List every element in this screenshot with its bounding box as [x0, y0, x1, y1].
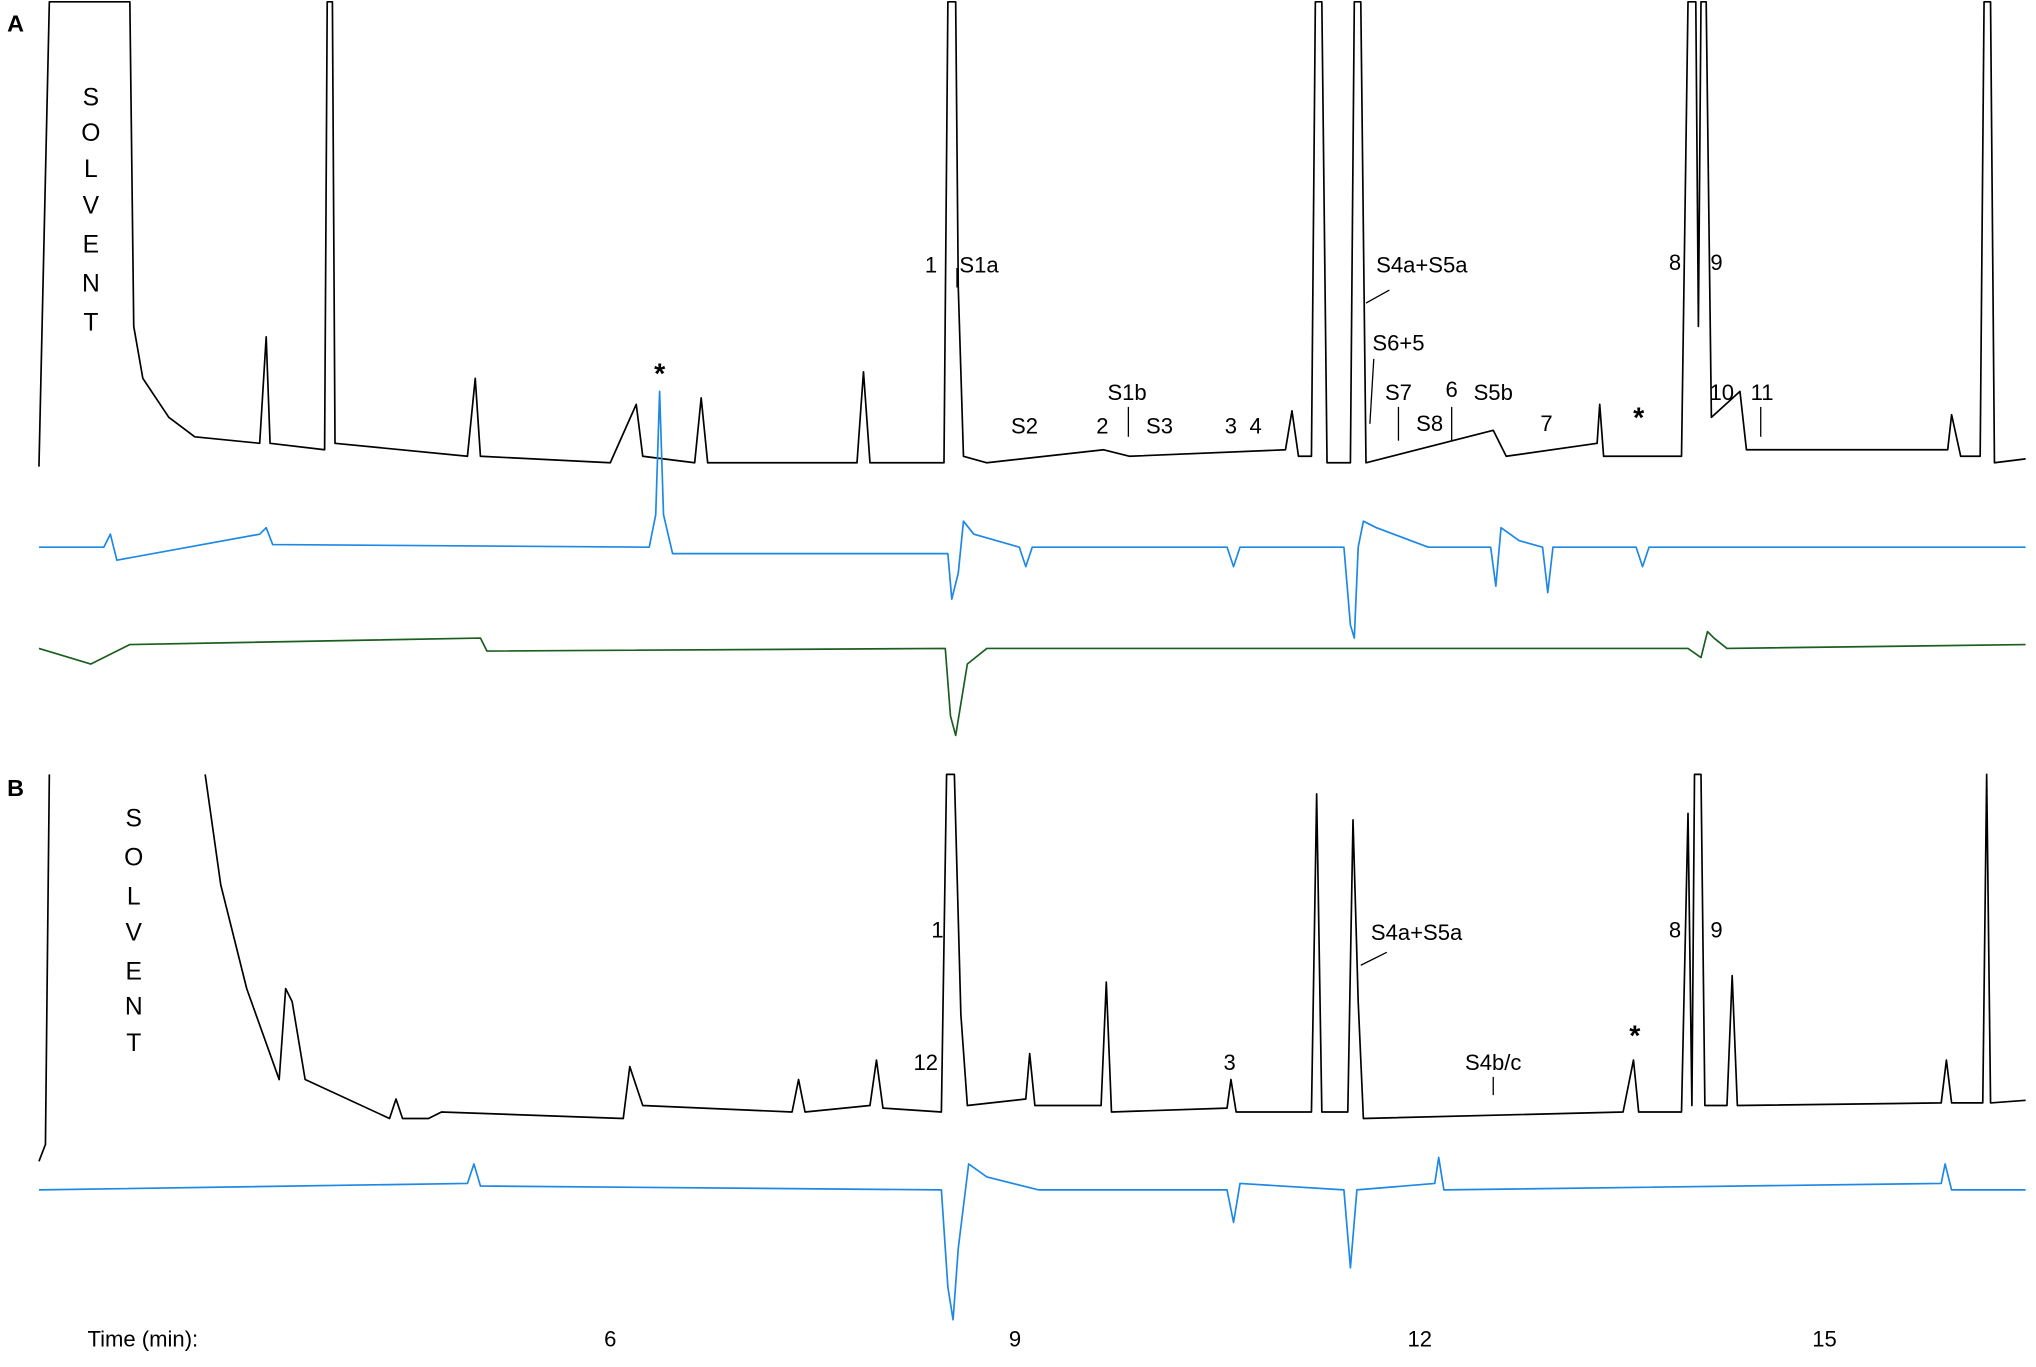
solvent-letter: N — [125, 994, 143, 1021]
solvent-letter: N — [82, 270, 100, 297]
trace-b-blue — [38, 1156, 2026, 1321]
peak-label: S6+5 — [1372, 330, 1424, 355]
peak-label: S8 — [1416, 411, 1443, 436]
solvent-letter: S — [83, 85, 99, 112]
peak-label: 7 — [1540, 411, 1552, 436]
trace-b-black — [38, 773, 2026, 1162]
peak-label: S4a+S5a — [1371, 920, 1463, 945]
peak-label: 6 — [1446, 377, 1458, 402]
x-tick-label: 6 — [604, 1326, 616, 1351]
trace-a-black — [38, 0, 2026, 467]
peak-label: 10 — [1709, 380, 1734, 405]
peak-label: S1a — [959, 253, 999, 278]
panel-label: B — [7, 775, 24, 801]
peak-label: * — [1629, 1021, 1641, 1053]
peak-label: 3 — [1224, 1050, 1236, 1075]
solvent-letter: V — [83, 192, 100, 219]
peak-label: 4 — [1249, 414, 1261, 439]
leader-lines — [956, 267, 1762, 1096]
x-tick-label: 12 — [1407, 1326, 1432, 1351]
peak-label: S2 — [1011, 414, 1038, 439]
panel-label: A — [7, 10, 24, 36]
trace-a-green — [38, 630, 2026, 737]
solvent-letter: T — [83, 309, 98, 336]
solvent-letter: E — [126, 959, 142, 986]
x-tick-label: 9 — [1009, 1326, 1021, 1351]
peak-label: S7 — [1385, 380, 1412, 405]
peak-label: S1b — [1107, 380, 1146, 405]
solvent-letter: T — [126, 1030, 141, 1057]
peak-label: S4a+S5a — [1376, 253, 1468, 278]
solvent-letter: O — [81, 120, 100, 147]
peak-label: S3 — [1146, 414, 1173, 439]
x-tick-label: 15 — [1812, 1326, 1837, 1351]
peak-label: S4b/c — [1465, 1050, 1521, 1075]
solvent-letter: L — [127, 883, 141, 910]
peak-label: 1 — [925, 253, 937, 278]
solvent-letter: S — [126, 805, 142, 832]
solvent-letter: V — [126, 920, 143, 947]
peak-label: * — [654, 358, 666, 390]
peak-label: S5b — [1474, 380, 1513, 405]
traces — [38, 0, 2026, 1321]
peak-label: 9 — [1710, 917, 1722, 942]
peak-label: 3 — [1225, 414, 1237, 439]
axis-label: Time (min): — [87, 1326, 198, 1351]
peak-label: 12 — [914, 1050, 939, 1075]
solvent-letter: O — [124, 844, 143, 871]
trace-a-blue — [38, 390, 2026, 639]
peak-label: 11 — [1751, 380, 1774, 405]
peak-label: 2 — [1096, 414, 1108, 439]
peak-label: 8 — [1669, 250, 1681, 275]
solvent-letter: E — [83, 231, 99, 258]
peak-label: 9 — [1710, 250, 1722, 275]
peak-label: 8 — [1669, 917, 1681, 942]
peak-label: * — [1633, 402, 1645, 434]
peak-label: 1 — [931, 917, 943, 942]
solvent-letter: L — [84, 156, 98, 183]
